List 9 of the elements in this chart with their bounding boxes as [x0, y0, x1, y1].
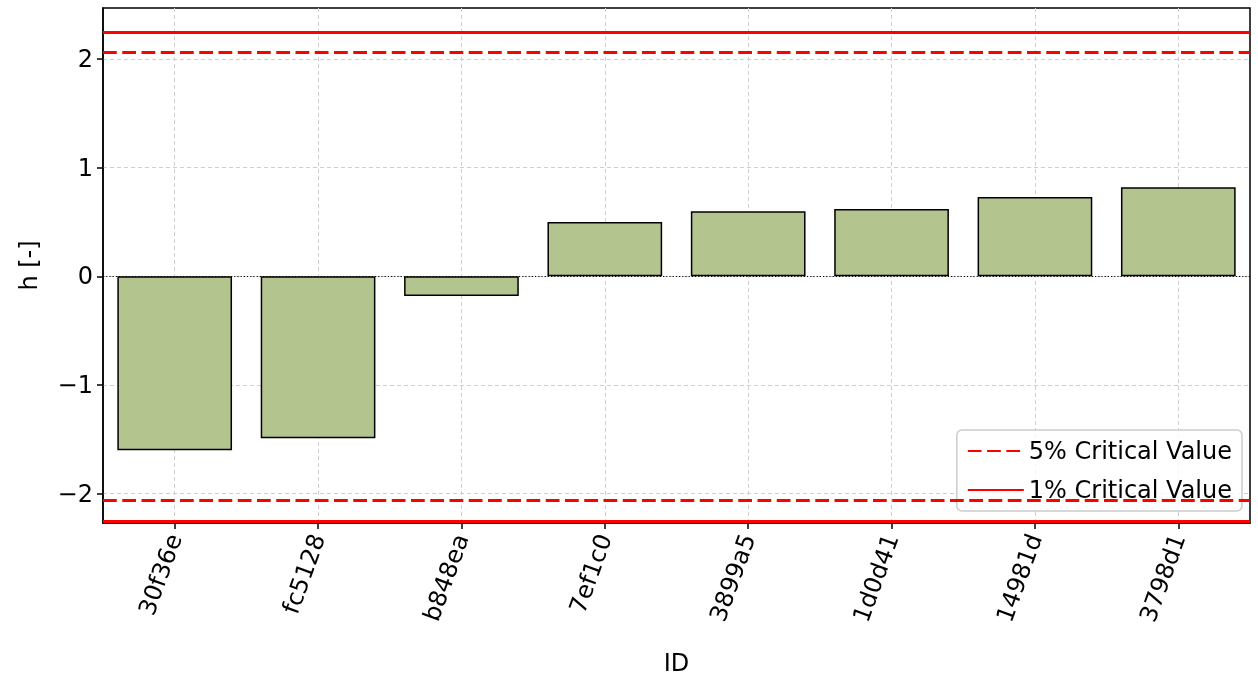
- y-tick-label: 1: [77, 153, 93, 182]
- y-tick-label: −2: [57, 479, 93, 508]
- y-axis-title: h [-]: [15, 240, 43, 291]
- y-tick-label: 2: [77, 45, 93, 74]
- x-axis-title: ID: [663, 649, 690, 677]
- y-tick-label: 0: [77, 262, 93, 291]
- legend-label: 1% Critical Value: [1028, 476, 1233, 504]
- legend-label: 5% Critical Value: [1028, 437, 1233, 465]
- y-tick-label: −1: [57, 371, 93, 400]
